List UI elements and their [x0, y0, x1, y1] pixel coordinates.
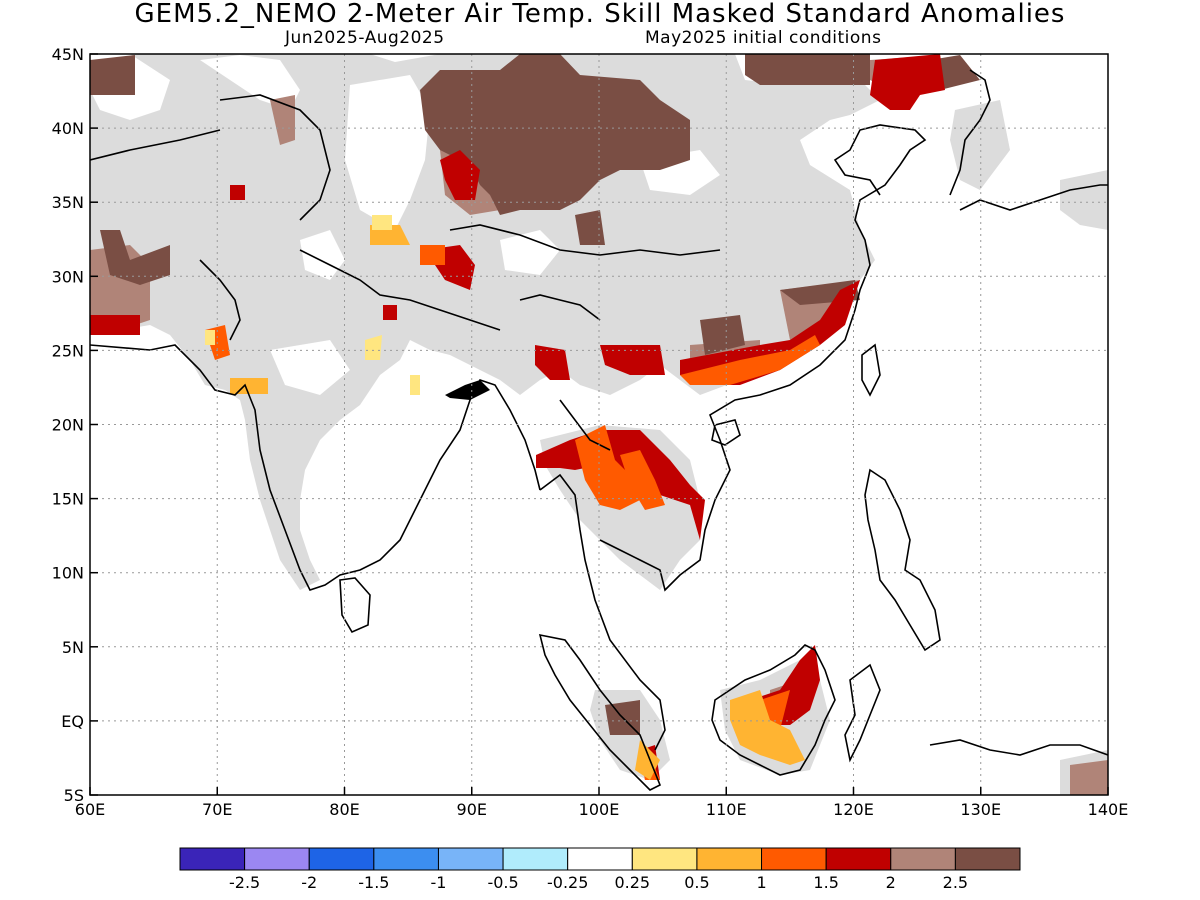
map-plot-area: [90, 54, 1108, 795]
lon-tick-label: 140E: [1088, 800, 1129, 819]
initial-conditions: May2025 initial conditions: [645, 28, 882, 48]
lat-tick-label: 20N: [52, 416, 84, 435]
colorbar-swatch: [696, 847, 763, 871]
colorbar-label: -0.25: [547, 873, 588, 892]
colorbar-swatch: [502, 847, 569, 871]
lat-tick-label: 30N: [52, 267, 84, 286]
lon-tick-label: 130E: [960, 800, 1001, 819]
lat-tick-label: EQ: [61, 712, 84, 731]
colorbar-label: 2: [886, 873, 896, 892]
colorbar-swatch: [761, 847, 827, 871]
colorbar-swatch: [437, 847, 504, 871]
lat-tick-label: 15N: [52, 490, 84, 509]
delta-region: [445, 380, 490, 400]
colorbar-label: -2.5: [229, 873, 260, 892]
gridlines: [90, 54, 1108, 795]
longitude-axis: 60E 70E 80E 90E 100E 110E 120E 130E 140E: [75, 787, 1129, 819]
lon-tick-label: 70E: [202, 800, 232, 819]
colorbar-swatch: [825, 847, 892, 871]
coastlines: [90, 69, 1108, 791]
colorbar-swatch: [308, 847, 375, 871]
colorbar-swatch: [631, 847, 698, 871]
colorbar-swatch: [179, 847, 246, 871]
colorbar-swatch: [373, 847, 439, 871]
lon-tick-label: 110E: [706, 800, 747, 819]
lat-tick-label: 5N: [62, 638, 84, 657]
lon-tick-label: 100E: [579, 800, 620, 819]
colorbar: -2.5 -2 -1.5 -1 -0.5 -0.25 0.25 0.5 1 1.5 2 2.5: [179, 847, 1021, 892]
latitude-axis: 45N 40N 35N 30N 25N 20N 15N 10N 5N EQ 5S: [52, 45, 98, 805]
colorbar-label: -1.5: [358, 873, 389, 892]
lat-tick-label: 40N: [52, 119, 84, 138]
colorbar-label: -2: [301, 873, 317, 892]
colorbar-label: 2.5: [943, 873, 968, 892]
lat-tick-label: 25N: [52, 341, 84, 360]
colorbar-label: 0.5: [684, 873, 709, 892]
map-title: GEM5.2_NEMO 2-Meter Air Temp. Skill Mask…: [134, 0, 1066, 29]
colorbar-label: 0.25: [614, 873, 650, 892]
colorbar-label: -1: [430, 873, 446, 892]
colorbar-swatch: [244, 847, 310, 871]
colorbar-label: 1.5: [813, 873, 838, 892]
forecast-period: Jun2025-Aug2025: [285, 28, 445, 48]
colorbar-swatch: [890, 847, 956, 871]
colorbar-swatch: [954, 847, 1021, 871]
lon-tick-label: 80E: [329, 800, 359, 819]
colorbar-swatch: [567, 847, 633, 871]
lon-tick-label: 120E: [833, 800, 874, 819]
lat-tick-label: 10N: [52, 564, 84, 583]
lon-tick-label: 90E: [457, 800, 487, 819]
lat-tick-label: 35N: [52, 193, 84, 212]
lon-tick-label: 60E: [75, 800, 105, 819]
lat-tick-label: 45N: [52, 45, 84, 64]
lat-tick-label: 5S: [64, 786, 84, 805]
colorbar-label: -0.5: [487, 873, 518, 892]
colorbar-label: 1: [756, 873, 766, 892]
